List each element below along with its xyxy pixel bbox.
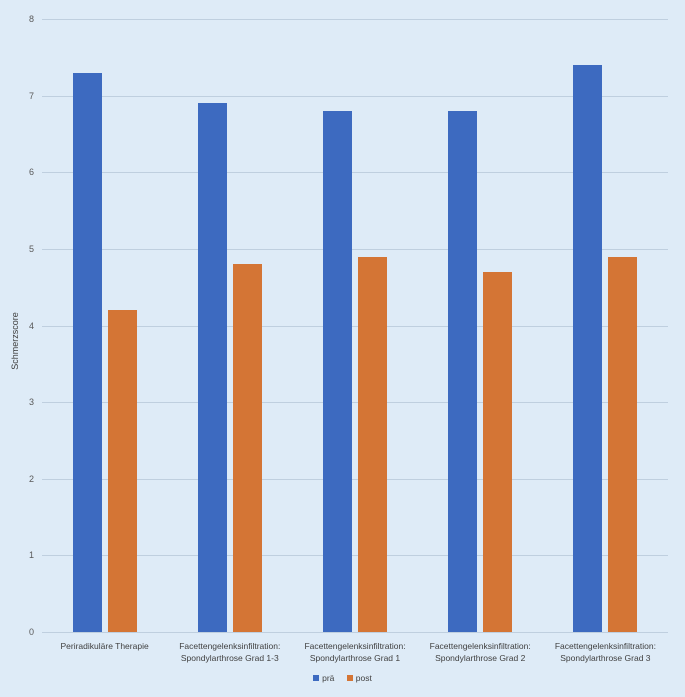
bar-pre xyxy=(323,111,352,632)
x-category-label: Facettengelenksinfiltration: Spondylarthr… xyxy=(304,641,406,663)
gridline xyxy=(42,555,668,557)
y-axis-label: Schmerzscore xyxy=(10,312,20,370)
x-category-label: Facettengelenksinfiltration: Spondylarthr… xyxy=(429,641,531,663)
gridline xyxy=(42,95,668,97)
legend-item-post: post xyxy=(346,673,372,683)
bar-pre xyxy=(448,111,478,632)
x-category-label: Facettengelenksinfiltration: Spondylarthr… xyxy=(554,641,656,663)
y-tick-label: 0 xyxy=(28,627,34,637)
legend-swatch-pre xyxy=(313,675,320,681)
bar-pre xyxy=(573,65,603,632)
y-tick-label: 3 xyxy=(28,397,34,408)
legend: prä post xyxy=(0,673,685,683)
y-tick-label: 8 xyxy=(28,14,34,25)
bar-post xyxy=(358,256,387,632)
y-tick-label: 5 xyxy=(28,244,34,254)
legend-swatch-post xyxy=(346,675,353,681)
gridline xyxy=(42,478,668,480)
gridline xyxy=(42,632,668,633)
legend-label-post: post xyxy=(355,673,372,683)
bar-post xyxy=(483,271,513,632)
y-tick-label: 4 xyxy=(28,320,34,331)
y-tick-label: 2 xyxy=(28,473,34,484)
y-tick-label: 1 xyxy=(28,550,34,561)
gridline xyxy=(42,172,668,174)
bar-pre xyxy=(72,72,102,632)
legend-item-pre: prä xyxy=(313,673,334,683)
gridline xyxy=(42,249,668,250)
bar-post xyxy=(107,310,137,632)
y-tick-label: 6 xyxy=(28,167,34,178)
gridline xyxy=(42,325,668,327)
x-category-label: Facettengelenksinfiltration: Spondylarthr… xyxy=(179,641,281,663)
gridline xyxy=(42,19,668,21)
legend-label-pre: prä xyxy=(322,673,335,683)
y-tick-label: 7 xyxy=(28,90,34,101)
bar-post xyxy=(608,256,638,632)
bar-post xyxy=(232,264,262,632)
x-category-label: Periradikuläre Therapie xyxy=(60,641,149,651)
bar-pre xyxy=(197,103,227,632)
gridline xyxy=(42,402,668,404)
